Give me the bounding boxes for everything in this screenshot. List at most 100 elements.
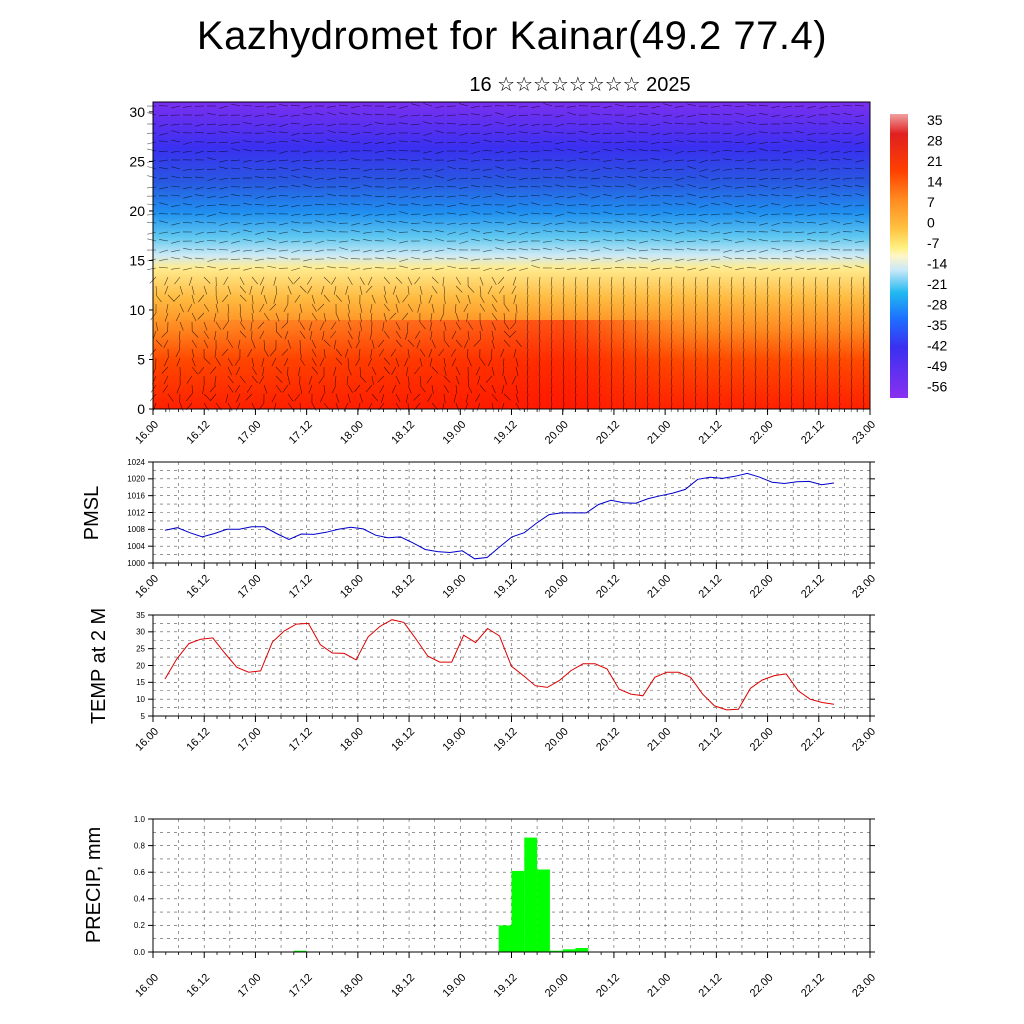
wind-barb: [298, 366, 301, 376]
wind-barb: [231, 231, 241, 235]
wind-barb: [770, 150, 781, 152]
wind-barb: [159, 202, 169, 206]
wind-barb: [226, 330, 229, 340]
wind-barb: [207, 186, 217, 190]
wind-barb: [795, 122, 805, 125]
wind-barb: [395, 393, 401, 403]
wind-barb: [422, 258, 433, 260]
wind-barb: [831, 177, 841, 181]
wind-barb: [591, 112, 601, 116]
wind-barb: [579, 150, 589, 154]
wind-barb: [327, 123, 337, 127]
wind-barb: [335, 357, 343, 365]
wind-barb: [390, 348, 397, 357]
wind-barb: [363, 239, 373, 242]
wind-barb: [586, 348, 589, 359]
wind-barb: [206, 240, 217, 242]
wind-barb: [263, 339, 265, 350]
wind-barb: [699, 113, 709, 116]
wind-barb: [423, 139, 433, 143]
wind-barb: [814, 384, 817, 395]
colorbar-label: 0: [927, 215, 935, 231]
wind-barb: [267, 221, 277, 224]
colorbar-label: -7: [927, 235, 940, 251]
precip-bar: [524, 837, 538, 952]
wind-barb: [459, 123, 469, 126]
wind-barb: [591, 240, 601, 243]
wind-barb: [651, 258, 661, 262]
pmsl-grid: [152, 461, 871, 564]
wind-barb: [670, 312, 673, 323]
wind-barb: [207, 248, 217, 251]
wind-barb: [275, 366, 283, 374]
wind-barb: [795, 140, 805, 143]
wind-barb: [574, 330, 577, 341]
wind-barb: [374, 231, 385, 233]
wind-barb: [350, 168, 361, 170]
wind-barb: [203, 339, 209, 349]
wind-barb: [506, 249, 517, 251]
wind-barb: [747, 204, 757, 208]
y-tick-label: 20: [129, 203, 145, 219]
wind-barb: [723, 238, 733, 242]
wind-barb: [566, 258, 577, 260]
wind-barb: [766, 375, 769, 386]
wind-barb: [554, 258, 565, 261]
wind-barb: [694, 402, 697, 413]
wind-barb: [387, 238, 397, 242]
wind-barb: [455, 366, 461, 376]
wind-barb: [730, 321, 733, 332]
wind-barb: [855, 132, 865, 136]
wind-barb: [506, 104, 517, 107]
wind-barb: [591, 168, 601, 172]
x-tick-label: 20.12: [594, 573, 622, 601]
wind-barb: [694, 330, 697, 341]
wind-barb: [269, 348, 277, 357]
wind-barb: [591, 204, 601, 207]
wind-barb: [195, 213, 205, 216]
wind-barb: [159, 249, 169, 253]
wind-barb: [206, 222, 217, 224]
wind-barb: [147, 213, 157, 216]
wind-barb: [471, 211, 481, 215]
wind-barb: [491, 312, 498, 321]
wind-barb: [207, 157, 217, 161]
wind-barb: [358, 330, 361, 340]
wind-barb: [303, 258, 313, 262]
wind-barb: [670, 366, 673, 377]
wind-barb: [188, 276, 193, 286]
wind-barb: [159, 159, 169, 162]
wind-barb: [706, 276, 709, 287]
wind-barb: [790, 294, 793, 305]
wind-barb: [603, 148, 613, 152]
wind-barb: [338, 186, 349, 188]
wind-barb: [706, 330, 709, 341]
y-tick-label: 10: [129, 302, 145, 318]
wind-barb: [263, 294, 267, 304]
wind-barb: [862, 366, 865, 377]
wind-barb: [574, 339, 577, 350]
wind-barb: [435, 175, 445, 179]
wind-barb: [518, 114, 529, 117]
wind-barb: [255, 114, 265, 117]
wind-barb: [443, 294, 446, 304]
wind-barb: [174, 276, 181, 285]
wind-barb: [850, 303, 853, 314]
wind-barb: [790, 339, 793, 350]
wind-barb: [303, 113, 313, 116]
wind-barb: [610, 402, 613, 413]
wind-barb: [447, 231, 457, 235]
wind-barb: [455, 312, 460, 322]
y-tick-label: 1012: [127, 508, 145, 517]
wind-barb: [164, 285, 169, 295]
wind-barb: [203, 321, 208, 331]
wind-barb: [843, 265, 853, 269]
wind-barb: [281, 348, 289, 356]
wind-barb: [574, 393, 577, 404]
wind-barb: [495, 166, 505, 170]
wind-barb: [639, 186, 649, 190]
wind-barb: [670, 276, 673, 287]
wind-barb: [221, 294, 229, 303]
wind-barb: [191, 294, 195, 304]
wind-barb: [622, 384, 625, 395]
